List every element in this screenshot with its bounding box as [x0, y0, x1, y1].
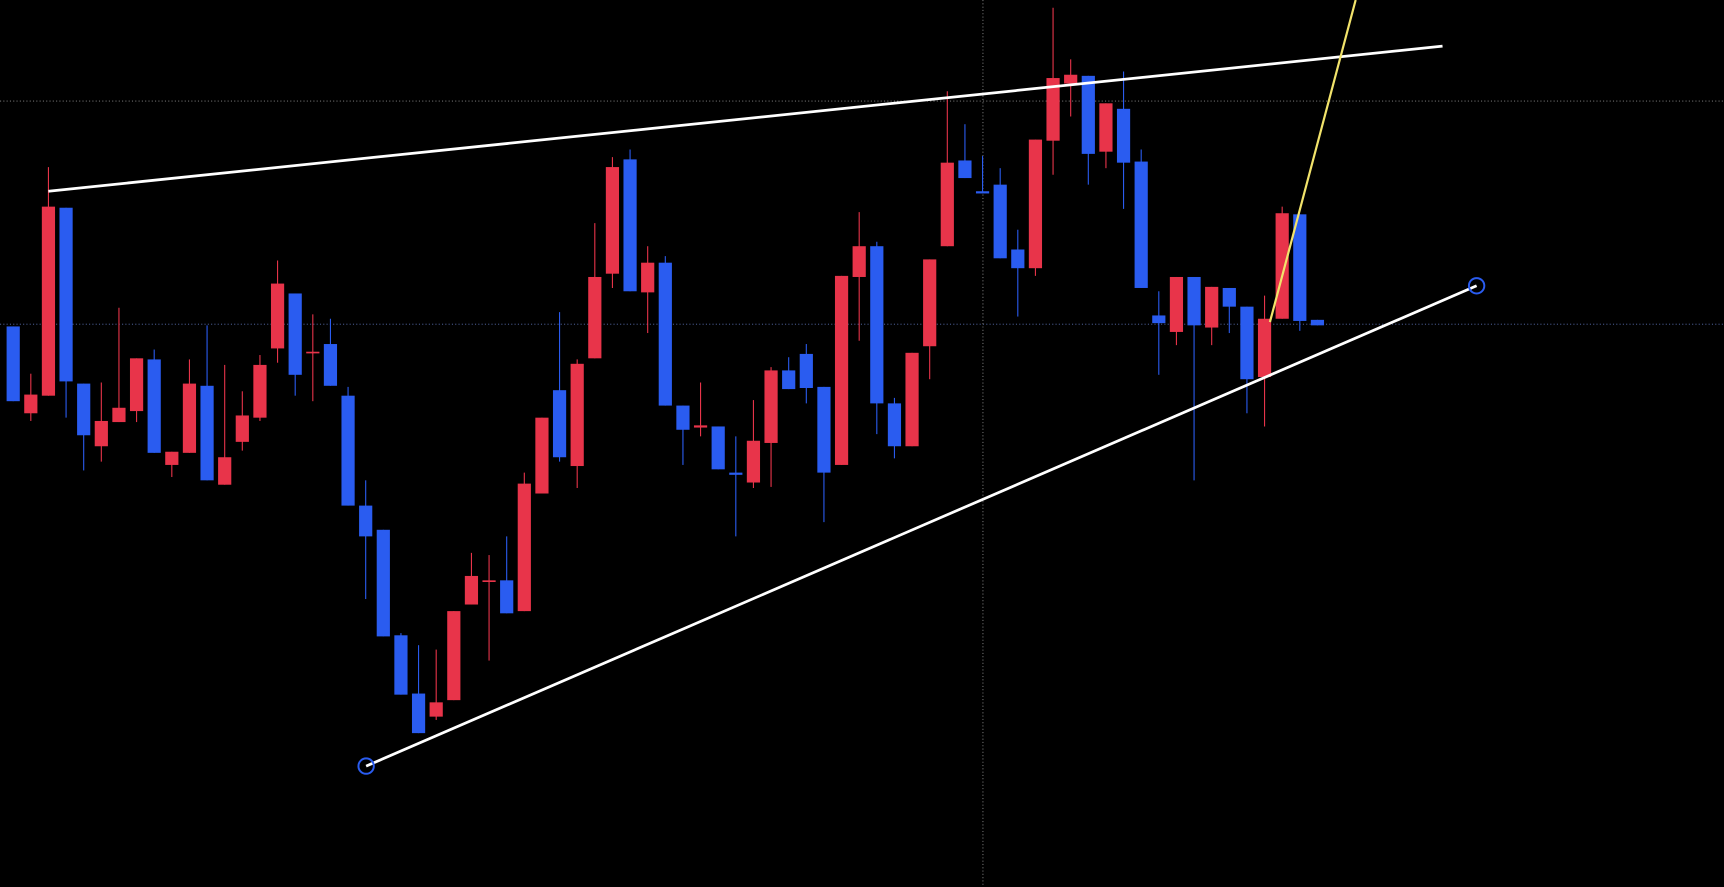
- candle-body: [570, 363, 584, 467]
- candle-body: [887, 403, 902, 447]
- candle-body: [1046, 78, 1060, 141]
- candles: [6, 7, 1325, 734]
- lower-trendline[interactable]: [365, 284, 1478, 768]
- candle-body: [218, 457, 232, 485]
- candle-body: [323, 344, 338, 386]
- candle-body: [1099, 103, 1113, 152]
- candle-body: [447, 611, 461, 701]
- candle-body: [729, 472, 743, 475]
- candle-body: [482, 580, 496, 582]
- candle-body: [270, 283, 285, 349]
- candle-body: [1081, 75, 1095, 154]
- candle-body: [411, 693, 426, 734]
- candle-body: [834, 275, 849, 465]
- candle-body: [1205, 286, 1219, 328]
- candle-body: [764, 370, 778, 443]
- candle-body: [200, 385, 214, 481]
- candle-body: [905, 352, 919, 447]
- candle-body: [1275, 213, 1289, 319]
- candle-body: [817, 386, 831, 473]
- candle-body: [6, 326, 20, 402]
- candle-body: [59, 207, 73, 382]
- candle-body: [24, 394, 38, 414]
- candle-body: [394, 635, 408, 695]
- candle-body: [235, 415, 249, 442]
- candle-body: [799, 353, 813, 388]
- candle-body: [535, 417, 549, 494]
- candle-body: [147, 359, 161, 453]
- candle-body: [253, 364, 267, 418]
- candle-body: [165, 451, 179, 465]
- candle-body: [1169, 276, 1184, 332]
- candle-body: [1293, 214, 1307, 321]
- candle-body: [1240, 306, 1254, 380]
- candle-body: [993, 184, 1007, 259]
- candle-body: [1222, 287, 1236, 307]
- candle-body: [605, 167, 620, 274]
- drawings: [48, 0, 1486, 775]
- candle-body: [112, 407, 126, 423]
- candle-body: [711, 426, 725, 470]
- candle-body: [940, 162, 954, 247]
- candle-body: [129, 358, 144, 412]
- candle-body: [341, 395, 355, 506]
- trendline-handle[interactable]: [357, 757, 375, 775]
- candle-body: [288, 293, 302, 375]
- candle-body: [359, 505, 373, 537]
- candle-body: [517, 483, 531, 612]
- candle-body: [182, 383, 197, 453]
- candle-body: [693, 425, 708, 428]
- candle-body: [464, 575, 479, 605]
- trendline-handle[interactable]: [1467, 277, 1486, 295]
- candle-body: [782, 370, 796, 390]
- yellow-trendline[interactable]: [1268, 0, 1357, 323]
- candle-body: [1257, 318, 1272, 378]
- upper-trendline[interactable]: [48, 44, 1443, 193]
- candle-body: [77, 383, 91, 436]
- candle-body: [552, 390, 567, 458]
- candle-body: [588, 276, 602, 359]
- candle-body: [923, 259, 937, 347]
- candle-body: [746, 440, 761, 483]
- candle-body: [852, 246, 866, 277]
- candle-body: [623, 159, 637, 292]
- candle-body: [975, 191, 990, 194]
- candle-body: [94, 420, 108, 447]
- candle-body: [658, 262, 672, 406]
- candle-body: [1064, 74, 1078, 84]
- candle-body: [1134, 161, 1148, 288]
- candle-body: [1116, 108, 1131, 163]
- candle-body: [958, 160, 972, 179]
- candle-body: [429, 702, 443, 717]
- candle-body: [306, 351, 320, 354]
- candle-body: [1310, 319, 1325, 326]
- candle-body: [41, 206, 56, 396]
- candle-body: [676, 405, 690, 430]
- candle-body: [1028, 139, 1043, 269]
- candle-body: [376, 529, 390, 637]
- candle-body: [500, 580, 514, 614]
- candle-body: [1011, 249, 1025, 269]
- candle-body: [870, 246, 884, 404]
- candle-body: [641, 262, 655, 293]
- candle-body: [1152, 315, 1166, 324]
- candle-body: [1187, 276, 1201, 326]
